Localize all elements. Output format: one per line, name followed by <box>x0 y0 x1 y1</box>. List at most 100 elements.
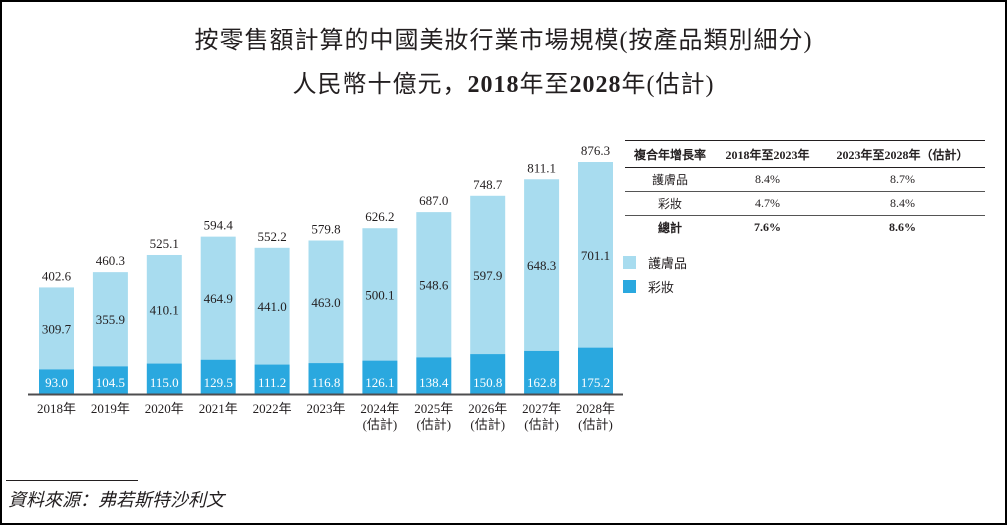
total-label: 579.8 <box>311 221 340 236</box>
bar-makeup <box>578 347 613 394</box>
skincare-value-label: 548.6 <box>419 278 449 293</box>
subtitle-suffix: 年(估計) <box>621 72 715 98</box>
bar-skincare <box>200 236 236 360</box>
makeup-value-label: 150.8 <box>473 375 502 390</box>
cagr-table: 複合年增長率 2018年至2023年 2023年至2028年（估計） 護膚品 8… <box>625 140 985 239</box>
x-tick-label: 2021年 <box>199 401 238 416</box>
bar-makeup <box>524 350 560 394</box>
total-label: 687.0 <box>419 193 448 208</box>
total-label: 525.1 <box>150 236 179 251</box>
bar-makeup <box>146 363 182 394</box>
cagr-header-period1: 2018年至2023年 <box>725 147 810 162</box>
cagr-cell: 4.7% <box>755 196 780 210</box>
makeup-value-label: 138.4 <box>419 375 449 390</box>
legend-label-makeup: 彩妝 <box>648 279 675 295</box>
bar-skincare <box>416 212 452 358</box>
x-tick-label: 2024年 <box>360 401 399 416</box>
bar-makeup <box>92 366 128 394</box>
x-tick-note: (估計) <box>470 417 505 432</box>
skincare-value-label: 464.9 <box>204 291 233 306</box>
x-tick-label: 2023年 <box>306 401 345 416</box>
x-tick-label: 2027年 <box>522 401 561 416</box>
total-label: 811.1 <box>527 160 556 175</box>
cagr-header-label: 複合年增長率 <box>633 147 706 162</box>
bar-makeup <box>308 363 344 394</box>
bar-makeup <box>362 360 398 394</box>
skincare-value-label: 463.0 <box>311 295 340 310</box>
source-divider <box>6 480 138 481</box>
skincare-value-label: 597.9 <box>473 268 502 283</box>
legend-item-skincare: 護膚品 <box>623 250 687 274</box>
skincare-value-label: 500.1 <box>365 287 394 302</box>
skincare-value-label: 701.1 <box>581 248 610 263</box>
total-label: 626.2 <box>365 209 394 224</box>
bar-makeup <box>39 369 74 394</box>
subtitle-end-year: 2028 <box>569 72 622 98</box>
makeup-value-label: 115.0 <box>150 375 179 390</box>
bar-skincare <box>362 228 398 361</box>
bar-skincare <box>92 272 128 367</box>
chart-title: 按零售額計算的中國美妝行業市場規模(按產品類別細分) <box>194 28 813 54</box>
source-note: 資料來源：弗若斯特沙利文 <box>8 490 224 510</box>
x-tick-label: 2025年 <box>414 401 453 416</box>
makeup-value-label: 126.1 <box>365 375 394 390</box>
cagr-cell: 護膚品 <box>651 173 688 187</box>
x-tick-label: 2020年 <box>145 401 184 416</box>
makeup-value-label: 116.8 <box>312 375 341 390</box>
total-label: 748.7 <box>473 177 503 192</box>
x-tick-note: (估計) <box>578 417 613 432</box>
cagr-row-skincare: 護膚品 8.4% 8.7% <box>625 168 985 192</box>
x-tick-label: 2028年 <box>576 401 615 416</box>
bar-makeup <box>200 359 236 394</box>
cagr-cell: 8.4% <box>890 196 915 210</box>
bar-skincare <box>578 162 613 348</box>
makeup-value-label: 111.2 <box>258 375 286 390</box>
x-tick-note: (估計) <box>524 417 559 432</box>
chart-subtitle: 人民幣十億元，2018年至2028年(估計) <box>0 64 1007 99</box>
cagr-row-total: 總計 7.6% 8.6% <box>625 216 985 240</box>
legend-item-makeup: 彩妝 <box>623 274 687 298</box>
subtitle-connector: 年至 <box>519 72 570 98</box>
x-tick-label: 2022年 <box>253 401 292 416</box>
bar-makeup <box>470 354 506 394</box>
cagr-cell: 8.7% <box>890 172 915 186</box>
x-tick-note: (估計) <box>416 417 451 432</box>
skincare-value-label: 648.3 <box>527 258 556 273</box>
cagr-cell: 8.6% <box>889 220 916 234</box>
bar-makeup <box>254 364 290 394</box>
cagr-cell: 總計 <box>657 221 682 235</box>
skincare-value-label: 355.9 <box>96 312 125 327</box>
skincare-value-label: 441.0 <box>257 299 286 314</box>
x-tick-label: 2018年 <box>37 401 76 416</box>
x-tick-label: 2026年 <box>468 401 507 416</box>
makeup-value-label: 104.5 <box>96 375 125 390</box>
total-label: 876.3 <box>581 143 610 158</box>
legend: 護膚品 彩妝 <box>623 250 687 298</box>
skincare-value-label: 410.1 <box>150 302 179 317</box>
cagr-cell: 7.6% <box>754 220 781 234</box>
cagr-cell: 8.4% <box>755 172 780 186</box>
bar-skincare <box>146 254 182 364</box>
bar-skincare <box>254 247 290 365</box>
makeup-value-label: 129.5 <box>204 375 233 390</box>
bar-skincare <box>39 287 74 370</box>
subtitle-start-year: 2018 <box>467 72 520 98</box>
cagr-header-row: 複合年增長率 2018年至2023年 2023年至2028年（估計） <box>625 140 985 168</box>
cagr-row-makeup: 彩妝 4.7% 8.4% <box>625 192 985 216</box>
legend-swatch-skincare <box>623 255 636 269</box>
skincare-value-label: 309.7 <box>42 321 72 336</box>
x-tick-note: (估計) <box>363 417 398 432</box>
total-label: 552.2 <box>257 229 286 244</box>
makeup-value-label: 162.8 <box>527 375 556 390</box>
bar-makeup <box>416 357 452 394</box>
bar-skincare <box>524 179 560 351</box>
x-tick-label: 2019年 <box>91 401 130 416</box>
legend-label-skincare: 護膚品 <box>648 255 688 271</box>
makeup-value-label: 175.2 <box>581 375 610 390</box>
bar-skincare <box>308 240 344 364</box>
legend-swatch-makeup <box>623 279 636 293</box>
total-label: 594.4 <box>204 218 234 233</box>
cagr-header-period2: 2023年至2028年（估計） <box>836 147 969 162</box>
